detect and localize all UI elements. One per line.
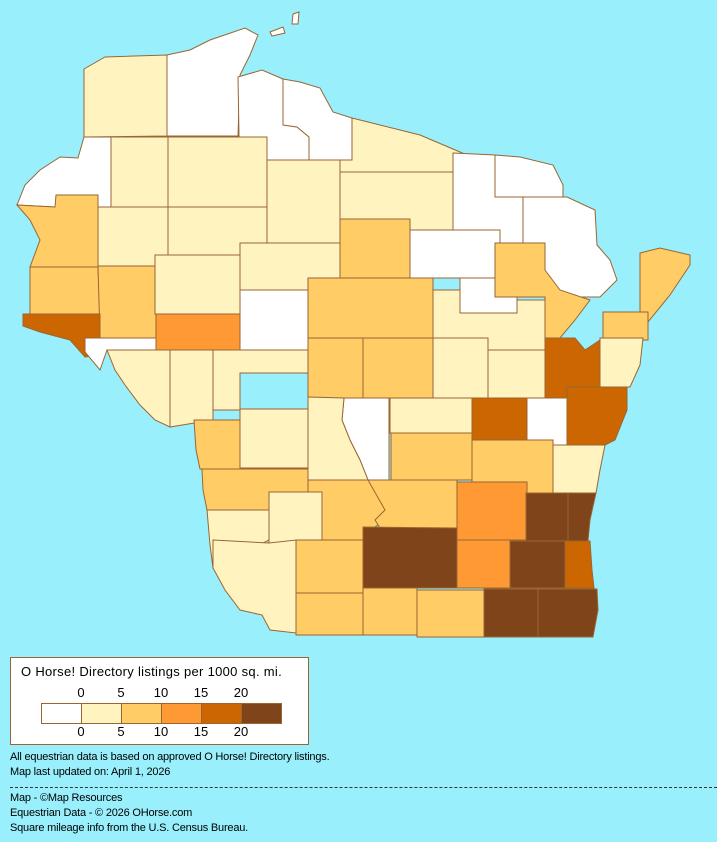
county-region xyxy=(456,539,511,589)
legend-swatch xyxy=(242,704,281,723)
county-region xyxy=(362,337,434,399)
legend-swatch xyxy=(42,704,82,723)
legend-top-tick: 0 xyxy=(77,685,85,700)
county-region xyxy=(268,491,323,544)
county-region xyxy=(390,432,473,481)
data-credit: Equestrian Data - © 2026 OHorse.com xyxy=(10,807,193,819)
county-region xyxy=(409,229,501,279)
legend-top-tick: 10 xyxy=(153,685,169,700)
legend-bottom-tick: 10 xyxy=(153,724,169,739)
county-region xyxy=(22,313,101,358)
divider xyxy=(10,787,717,788)
data-basis-note: All equestrian data is based on approved… xyxy=(10,751,330,763)
county-region xyxy=(526,397,568,446)
legend-bottom-tick: 20 xyxy=(233,724,249,739)
legend-swatch xyxy=(122,704,162,723)
legend-bottom-tick: 5 xyxy=(117,724,125,739)
county-region xyxy=(566,386,628,446)
legend-color-scale xyxy=(41,703,282,724)
county-region xyxy=(106,349,171,428)
county-region xyxy=(266,159,341,244)
map-credit: Map - ©Map Resources xyxy=(10,792,123,804)
county-region xyxy=(239,408,309,469)
county-region xyxy=(552,444,606,494)
county-region xyxy=(83,54,168,138)
county-region xyxy=(509,540,566,589)
county-region xyxy=(432,337,489,399)
legend-top-tick: 5 xyxy=(117,685,125,700)
county-region xyxy=(339,218,411,279)
county-region xyxy=(97,265,158,339)
census-credit: Square mileage info from the U.S. Census… xyxy=(10,822,249,834)
county-region xyxy=(110,136,169,208)
county-region xyxy=(167,136,268,209)
legend-top-tick: 20 xyxy=(233,685,249,700)
county-region xyxy=(494,154,564,198)
legend-bottom-tick: 0 xyxy=(77,724,85,739)
county-region xyxy=(154,254,241,315)
legend-title: O Horse! Directory listings per 1000 sq.… xyxy=(21,664,283,679)
county-region xyxy=(525,492,569,542)
county-region xyxy=(537,588,599,638)
county-region xyxy=(295,592,364,636)
county-region xyxy=(212,539,297,634)
county-region xyxy=(416,589,485,638)
county-region xyxy=(193,419,241,470)
county-region xyxy=(471,397,528,446)
county-region xyxy=(15,194,99,268)
county-region xyxy=(166,27,259,137)
last-updated-note: Map last updated on: April 1, 2026 xyxy=(10,766,171,778)
wisconsin-county-map xyxy=(15,11,691,638)
county-region xyxy=(269,26,286,37)
county-region xyxy=(483,588,539,638)
county-region xyxy=(367,479,458,529)
county-region xyxy=(639,247,691,323)
county-region xyxy=(155,313,241,351)
county-region xyxy=(487,349,546,399)
county-region xyxy=(564,540,595,589)
county-region xyxy=(567,492,597,542)
county-region xyxy=(389,397,473,434)
county-region xyxy=(602,311,649,341)
legend-swatch xyxy=(202,704,242,723)
county-region xyxy=(339,117,468,173)
legend-top-tick: 15 xyxy=(193,685,209,700)
county-region xyxy=(307,337,364,399)
legend-swatch xyxy=(162,704,202,723)
county-region xyxy=(29,266,101,315)
county-region xyxy=(291,11,300,25)
county-region xyxy=(295,539,364,594)
county-region xyxy=(212,349,309,411)
legend-swatch xyxy=(82,704,122,723)
county-region xyxy=(362,587,418,636)
county-region xyxy=(307,277,434,339)
county-region xyxy=(362,526,458,589)
county-region xyxy=(599,337,644,388)
county-region xyxy=(494,242,591,339)
county-region xyxy=(169,349,214,428)
legend: O Horse! Directory listings per 1000 sq.… xyxy=(10,657,309,745)
county-region xyxy=(456,481,528,541)
legend-bottom-tick: 15 xyxy=(193,724,209,739)
